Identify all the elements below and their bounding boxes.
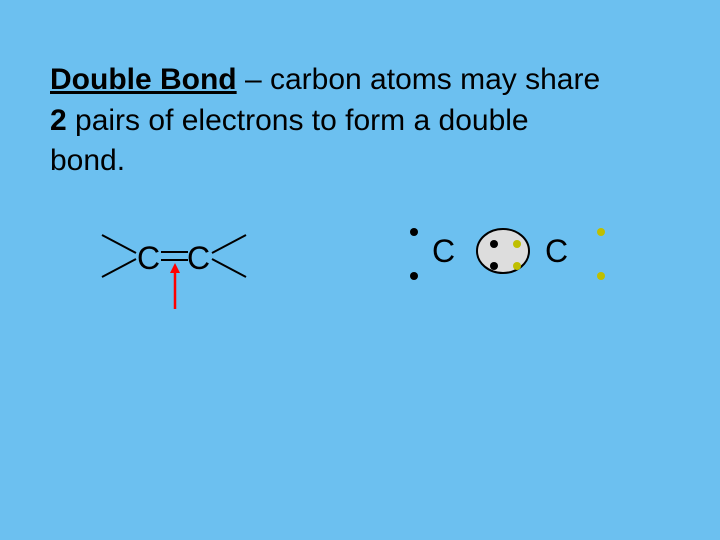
def-part1: – carbon atoms may share (237, 63, 601, 96)
def-part2: pairs of electrons to form a double bond… (50, 104, 529, 178)
electron-dot (597, 228, 605, 236)
electron-dot (490, 240, 498, 248)
structural-c1: C (137, 240, 160, 277)
electron-dot (410, 272, 418, 280)
lewis-c1: C (432, 233, 455, 270)
definition-text: Double Bond – carbon atoms may share 2 p… (50, 60, 610, 182)
electron-dot (513, 262, 521, 270)
def-emph: 2 (50, 104, 67, 137)
electron-dot (490, 262, 498, 270)
structural-diagram: C C (90, 225, 290, 305)
term-title: Double Bond (50, 63, 237, 96)
electron-dot (597, 272, 605, 280)
electron-dot (410, 228, 418, 236)
structural-c2: C (187, 240, 210, 277)
lewis-diagram: C C (400, 220, 660, 300)
lewis-c2: C (545, 233, 568, 270)
electron-dot (513, 240, 521, 248)
